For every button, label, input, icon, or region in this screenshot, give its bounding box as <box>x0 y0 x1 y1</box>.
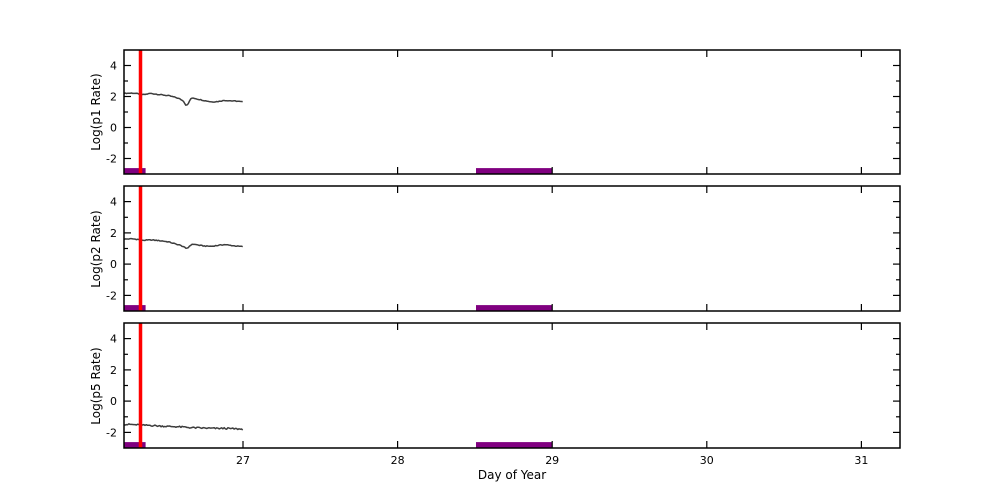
y-axis-label-p1: Log(p1 Rate) <box>89 73 103 151</box>
x-tick-label: 31 <box>854 454 868 467</box>
x-tick-label: 29 <box>545 454 559 467</box>
y-tick-label: 0 <box>110 122 117 135</box>
subplot-p5: 27 28 29 30 31 -2 0 2 4 <box>106 322 901 467</box>
data-trace <box>124 423 244 431</box>
interval-bar <box>124 305 146 311</box>
y-axis-label-p2: Log(p2 Rate) <box>89 210 103 288</box>
y-tick-label: -2 <box>106 426 117 439</box>
ticks <box>124 186 900 311</box>
x-tick-label: 30 <box>700 454 714 467</box>
ticks <box>124 50 900 174</box>
y-tick-label: -2 <box>106 289 117 302</box>
y-tick-label: -2 <box>106 153 117 166</box>
y-tick-label: 0 <box>110 395 117 408</box>
axes-frame <box>123 185 901 312</box>
interval-bar <box>476 168 553 174</box>
y-tick-label: 4 <box>110 60 117 73</box>
interval-bar <box>124 442 146 448</box>
x-axis-label: Day of Year <box>477 468 547 482</box>
data-trace <box>123 237 243 249</box>
y-tick-label: 0 <box>110 258 117 271</box>
y-tick-label: 2 <box>110 91 117 104</box>
axes-frame <box>123 49 901 175</box>
interval-bar <box>124 168 146 174</box>
x-tick-label: 28 <box>391 454 405 467</box>
y-tick-label: 4 <box>110 196 117 209</box>
subplot-p1: -2 0 2 4 <box>106 49 901 175</box>
y-axis-label-p5: Log(p5 Rate) <box>89 347 103 425</box>
x-tick-label: 27 <box>236 454 250 467</box>
ticks <box>124 323 900 448</box>
interval-bar <box>476 305 553 311</box>
y-tick-label: 4 <box>110 333 117 346</box>
subplot-p2: -2 0 2 4 <box>106 185 901 312</box>
y-tick-label: 2 <box>110 364 117 377</box>
data-trace <box>123 92 243 106</box>
interval-bar <box>476 442 553 448</box>
y-tick-label: 2 <box>110 227 117 240</box>
